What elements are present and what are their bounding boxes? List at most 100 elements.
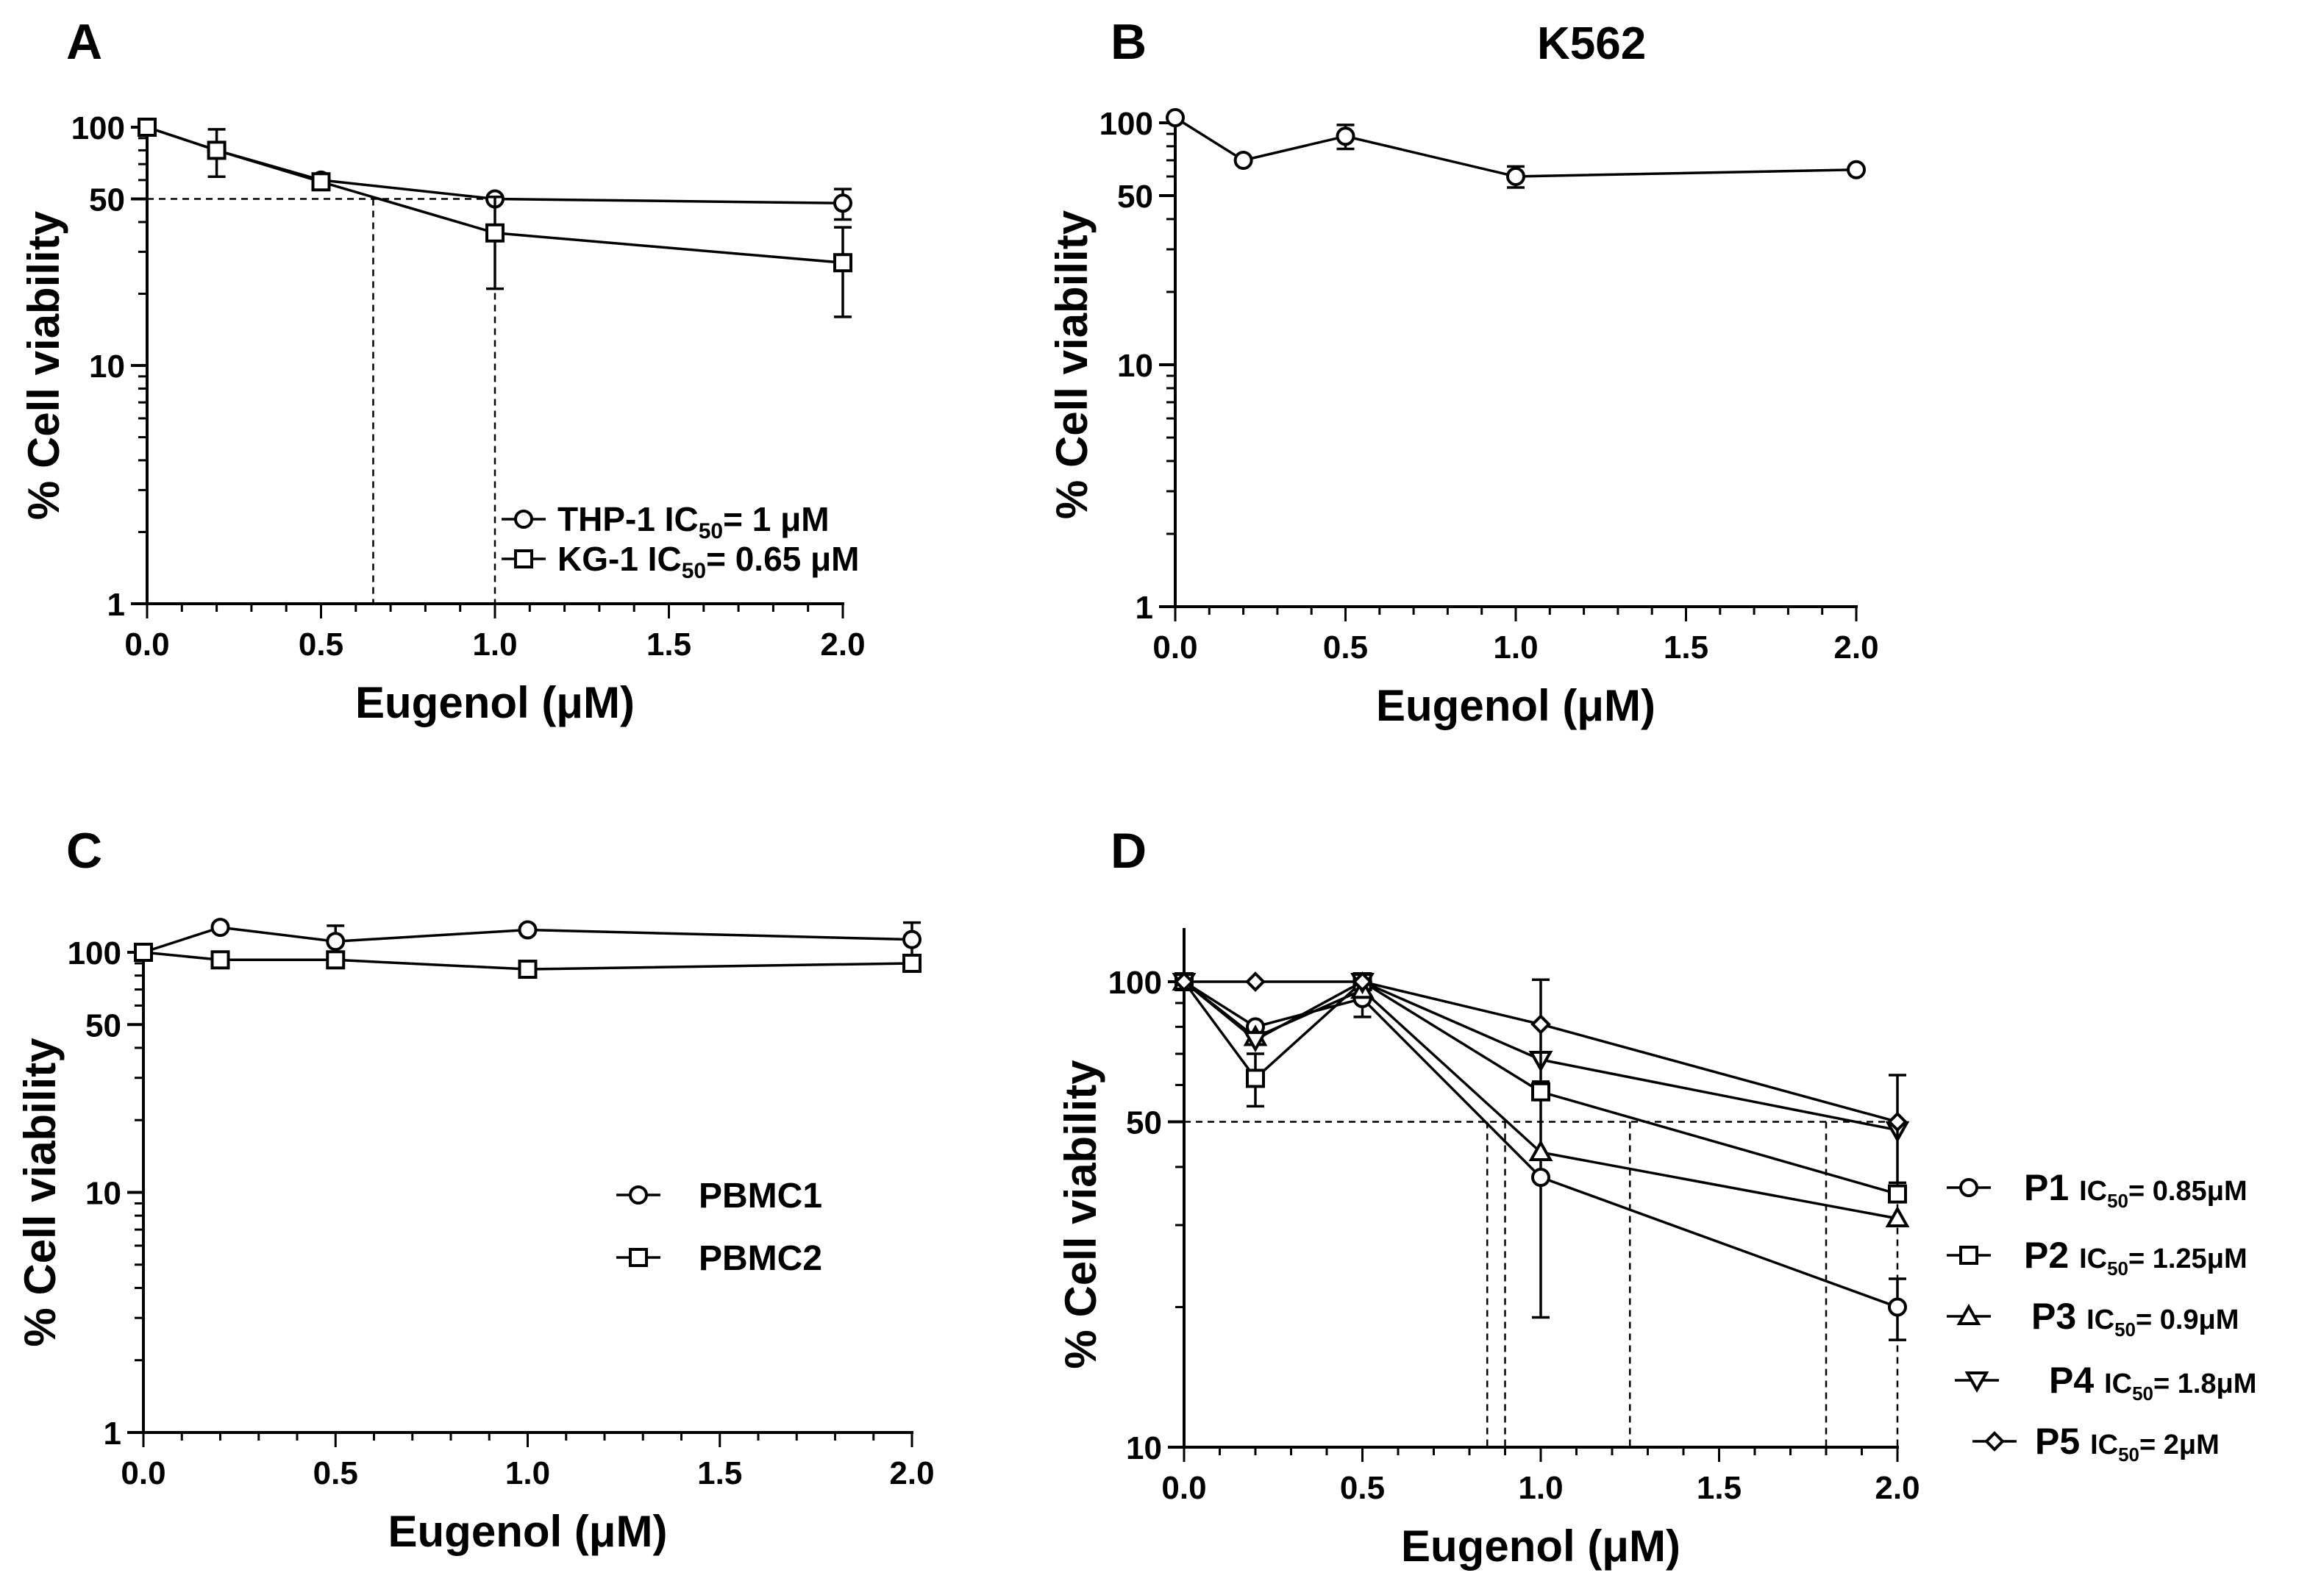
panel-c-y-tick-label: 1 [104,1416,121,1452]
panel-a: A 0.0 0.5 1.0 1.5 2.0 1 10 50 100 Eugenol (μM) % Ce… [19,14,866,727]
panel-a-y-tick-label: 50 [89,182,125,218]
panel-d-legend-p1-label: P1 IC50= 0.85μM [2024,1167,2248,1212]
panel-a-y-tick-label: 100 [71,110,125,146]
panel-a-legend-thp-1-marker [514,510,533,529]
panel-b-x-tick-label: 0.0 [1152,629,1197,666]
panel-a-x-tick-label: 0.5 [299,627,343,663]
panel-a-y-tick-label: 1 [107,587,125,623]
panel-a-x-tick-label: 0.0 [124,627,169,663]
panel-d-x-tick-label: 1.0 [1518,1470,1563,1506]
panel-b-series-k562-point [1166,108,1185,128]
panel-d-legend-p5-label: P5 IC50= 2μM [2035,1421,2220,1466]
panel-a-y-label: % Cell viability [19,210,68,520]
panel-c-series-pbmc2-point [518,960,538,980]
panel-c-series-pbmc1-point [210,918,230,938]
panel-a-series-thp-1-point [833,193,852,213]
panel-c-series-pbmc2-point [134,943,153,962]
panel-d-series-p1-point [1888,1297,1907,1317]
panel-a-series-kg-1-point [485,223,505,243]
panel-a-x-tick-label: 2.0 [820,627,865,663]
panel-b-y-tick-label: 50 [1117,179,1153,215]
panel-c-series-pbmc2-point [210,950,230,970]
panel-d-series-p5-point [1530,1014,1551,1035]
panel-d-series-p5-point [1352,971,1373,992]
panel-c-series-pbmc2-point [326,950,346,970]
panel-c-x-tick-label: 1.5 [697,1455,742,1491]
panel-d-series-p2-point [1246,1068,1265,1088]
panel-b: B K562 0.0 0.5 1.0 1.5 2.0 1 10 50 100 Eugenol (μM)… [1047,14,1879,730]
panel-b-title: K562 [1537,18,1646,69]
panel-a-letter: A [66,14,102,70]
panel-d-series-p5-point [1887,1111,1908,1132]
panel-d-series-p5-point [1245,971,1266,992]
panel-a-x-label: Eugenol (μM) [355,678,635,727]
panel-d-series-p2-point [1888,1184,1907,1204]
panel-a-x-tick-label: 1.5 [646,627,691,663]
panel-d-legend-p2-marker [1959,1246,1978,1265]
panel-a-series-kg-1-point [138,118,157,137]
panel-c-series-pbmc1-point [518,920,538,940]
panel-a-legend-kg-1-label: KG-1 IC50= 0.65 μM [557,540,859,583]
panel-b-x-tick-label: 1.0 [1493,629,1538,666]
panel-b-x-tick-label: 2.0 [1833,629,1878,666]
panel-c-y-tick-label: 10 [85,1176,121,1212]
panel-d: D 0.0 0.5 1.0 1.5 2.0 10 50 100 Eugenol (μM) % Cel… [1056,823,2256,1571]
panel-b-series-k562-point [1233,150,1253,170]
panel-c-x-tick-label: 0.0 [121,1455,165,1491]
panel-a-series-kg-1-point [207,140,227,160]
panel-c-letter: C [66,823,102,879]
panel-c-y-tick-label: 50 [85,1007,121,1043]
panel-b-letter: B [1111,14,1147,70]
panel-d-y-tick-label: 50 [1126,1105,1162,1141]
panel-b-series-k562-point [1336,126,1355,146]
panel-b-y-label: % Cell viability [1047,210,1097,519]
panel-d-series-p4-point [1243,1031,1268,1053]
panel-a-x-tick-label: 1.0 [472,627,517,663]
panel-c-series-pbmc2-point [902,953,922,973]
panel-d-legend-p1-marker [1959,1178,1978,1197]
panel-c-y-label: % Cell viability [15,1038,65,1347]
panel-d-y-label: % Cell viability [1056,1060,1105,1369]
panel-d-y-tick-label: 10 [1126,1430,1162,1466]
panel-d-series-p2-point [1531,1082,1550,1102]
panel-d-series-p5-point [1174,971,1194,992]
panel-d-legend-p3-label: P3 IC50= 0.9μM [2031,1296,2239,1341]
panel-c-legend-pbmc1-marker [629,1185,648,1205]
panel-c-legend-pbmc2-marker [629,1248,648,1267]
panel-d-legend-p5-marker [1984,1431,2005,1452]
panel-d-letter: D [1111,823,1147,879]
panel-b-x-tick-label: 1.5 [1664,629,1708,666]
panel-c-y-tick-label: 100 [68,935,121,971]
panel-d-x-tick-label: 1.5 [1697,1470,1742,1506]
panel-b-y-tick-label: 10 [1117,348,1153,384]
panel-b-series-k562-point [1506,166,1525,186]
panel-c-series-pbmc1-point [902,929,922,949]
panel-d-legend-p3-marker [1956,1303,1981,1325]
panel-d-x-tick-label: 2.0 [1875,1470,1920,1506]
panel-a-legend-kg-1-marker [514,549,533,568]
panel-c-x-tick-label: 1.0 [505,1455,550,1491]
panel-c-legend-pbmc1-label: PBMC1 [699,1177,822,1216]
panel-b-x-tick-label: 0.5 [1323,629,1368,666]
panel-c-x-tick-label: 0.5 [313,1455,358,1491]
panel-b-series-k562-point [1847,160,1866,179]
panel-c-x-tick-label: 2.0 [889,1455,934,1491]
panel-d-legend-p4-marker [1964,1371,1989,1394]
panel-d-x-tick-label: 0.5 [1340,1470,1385,1506]
panel-d-x-tick-label: 0.0 [1161,1470,1206,1506]
panel-a-legend-thp-1-label: THP-1 IC50= 1 μM [557,500,830,543]
panel-d-legend-p2-label: P2 IC50= 1.25μM [2024,1235,2248,1280]
panel-b-x-label: Eugenol (μM) [1376,681,1655,730]
panel-b-y-tick-label: 1 [1136,590,1153,626]
panel-d-series-p1-point [1531,1167,1550,1187]
panel-a-y-tick-label: 10 [89,349,125,385]
panel-a-series-kg-1-point [833,253,852,273]
panel-d-x-label: Eugenol (μM) [1401,1521,1680,1571]
panel-c-series-pbmc1-point [326,932,346,952]
panel-c-legend-pbmc2-label: PBMC2 [699,1239,822,1278]
panel-d-y-tick-label: 100 [1108,965,1162,1001]
panel-c-x-label: Eugenol (μM) [388,1507,668,1556]
panel-b-y-tick-label: 100 [1099,106,1153,142]
panel-d-series-p3-point [1528,1139,1553,1162]
